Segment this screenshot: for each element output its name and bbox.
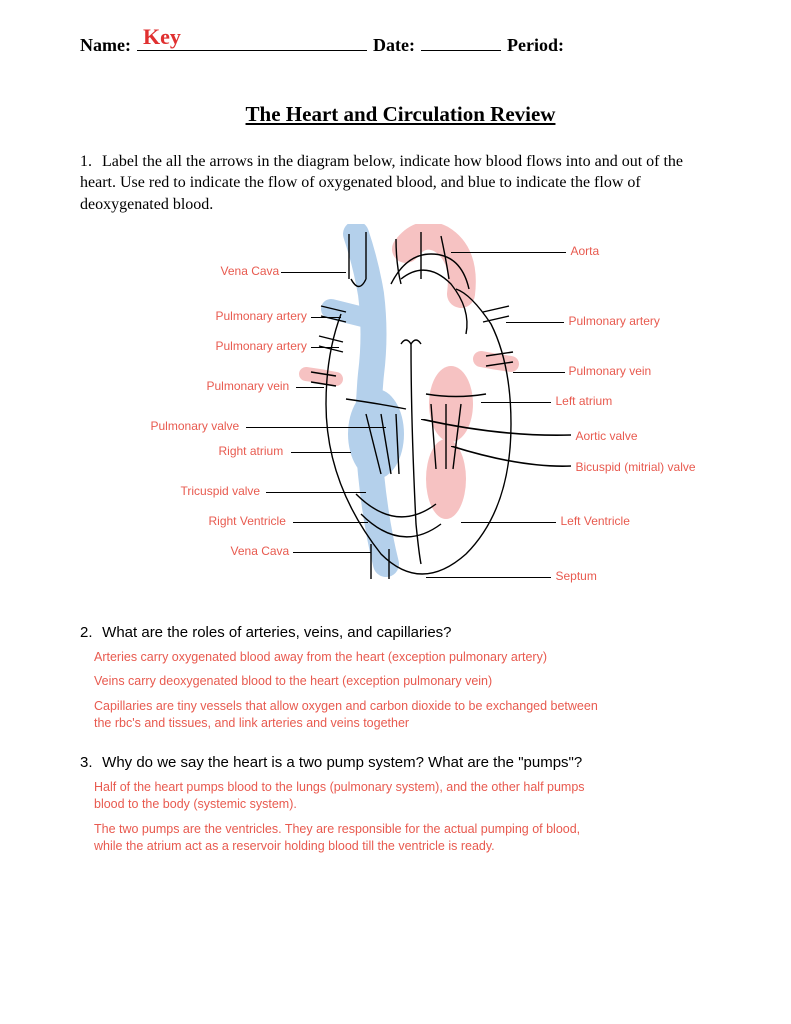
- lead-line: [481, 402, 551, 403]
- lead-line: [426, 577, 551, 578]
- q3-num: 3.: [80, 754, 98, 771]
- header-line: Name: Key Date: Period:: [80, 30, 721, 56]
- label-aortic-valve: Aortic valve: [576, 429, 638, 443]
- label-pulm-artery-r: Pulmonary artery: [569, 314, 660, 328]
- question-1: 1. Label the all the arrows in the diagr…: [80, 151, 721, 216]
- lead-line: [246, 427, 386, 428]
- lead-line: [311, 317, 341, 318]
- q1-num: 1.: [80, 153, 98, 171]
- question-2: 2. What are the roles of arteries, veins…: [80, 624, 721, 641]
- q3-answer-2: The two pumps are the ventricles. They a…: [94, 821, 594, 855]
- lead-line: [296, 387, 324, 388]
- date-label: Date:: [373, 35, 415, 56]
- q3-text: Why do we say the heart is a two pump sy…: [102, 754, 582, 771]
- lead-line: [291, 452, 351, 453]
- lead-line: [293, 522, 368, 523]
- lead-line: [311, 347, 339, 348]
- q1-text: Label the all the arrows in the diagram …: [80, 153, 683, 213]
- lead-line: [513, 372, 565, 373]
- label-septum: Septum: [556, 569, 597, 583]
- name-label: Name:: [80, 35, 131, 56]
- label-pulm-vein-l: Pulmonary vein: [207, 379, 290, 393]
- q2-answer-3: Capillaries are tiny vessels that allow …: [94, 698, 614, 732]
- label-right-atrium: Right atrium: [219, 444, 284, 458]
- name-blank: Key: [137, 30, 367, 51]
- lead-line: [281, 272, 346, 273]
- page-title: The Heart and Circulation Review: [80, 102, 721, 127]
- heart-diagram: Vena Cava Pulmonary artery Pulmonary art…: [81, 224, 721, 594]
- label-pulm-artery-l1: Pulmonary artery: [216, 309, 307, 323]
- name-value: Key: [143, 24, 181, 50]
- label-pulm-vein-r: Pulmonary vein: [569, 364, 652, 378]
- lead-line: [293, 552, 371, 553]
- q3-answer-1: Half of the heart pumps blood to the lun…: [94, 779, 594, 813]
- question-3: 3. Why do we say the heart is a two pump…: [80, 754, 721, 771]
- heart-svg: [271, 224, 541, 584]
- label-pulm-valve: Pulmonary valve: [151, 419, 240, 433]
- q2-text: What are the roles of arteries, veins, a…: [102, 624, 451, 641]
- lead-line: [506, 322, 564, 323]
- worksheet-page: Name: Key Date: Period: The Heart and Ci…: [0, 0, 791, 1024]
- lead-line: [451, 252, 566, 253]
- lead-curve: [451, 446, 576, 470]
- label-tricuspid: Tricuspid valve: [181, 484, 261, 498]
- q2-answer-1: Arteries carry oxygenated blood away fro…: [94, 649, 721, 666]
- q2-answer-2: Veins carry deoxygenated blood to the he…: [94, 673, 721, 690]
- label-aorta: Aorta: [571, 244, 600, 258]
- label-left-atrium: Left atrium: [556, 394, 613, 408]
- lead-line: [266, 492, 366, 493]
- lead-curve: [421, 419, 576, 439]
- label-left-ventricle: Left Ventricle: [561, 514, 630, 528]
- lead-line: [461, 522, 556, 523]
- date-blank: [421, 30, 501, 51]
- label-vena-cava-sup: Vena Cava: [221, 264, 280, 278]
- label-bicuspid: Bicuspid (mitrial) valve: [576, 460, 696, 474]
- label-vena-cava-inf: Vena Cava: [231, 544, 290, 558]
- label-pulm-artery-l2: Pulmonary artery: [216, 339, 307, 353]
- period-label: Period:: [507, 35, 564, 56]
- label-right-ventricle: Right Ventricle: [209, 514, 286, 528]
- q2-num: 2.: [80, 624, 98, 641]
